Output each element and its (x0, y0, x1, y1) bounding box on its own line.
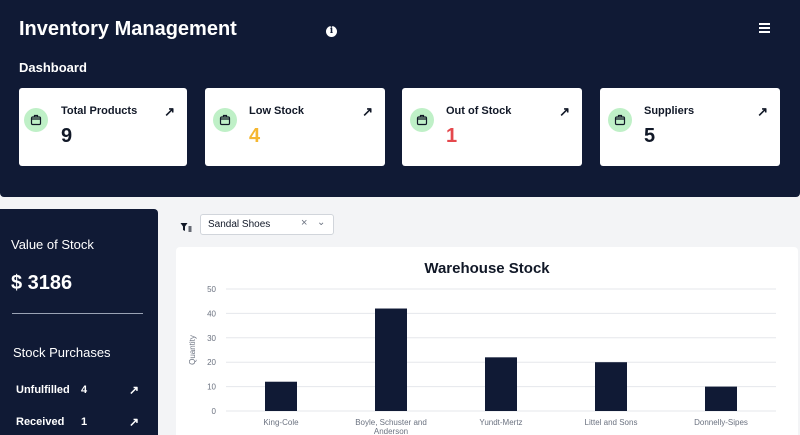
card-label: Out of Stock (446, 105, 512, 117)
y-tick-label: 50 (207, 285, 216, 294)
box-icon (410, 108, 434, 132)
filter-icon[interactable] (180, 220, 192, 232)
card-value: 5 (644, 125, 656, 147)
section-title: Dashboard (19, 60, 87, 75)
divider (12, 313, 143, 314)
value-of-stock-value: $ 3186 (11, 272, 73, 294)
row-label: Received (16, 416, 65, 428)
bar (265, 381, 297, 411)
bar (595, 362, 627, 411)
arrow-up-right-icon[interactable]: ↗ (129, 415, 140, 429)
card-low-stock[interactable]: Low Stock 4 ↗ (205, 88, 385, 166)
app-title: Inventory Management (19, 18, 237, 40)
menu-icon[interactable] (759, 23, 770, 33)
card-total-products[interactable]: Total Products 9 ↗ (19, 88, 187, 166)
box-icon (608, 108, 632, 132)
card-suppliers[interactable]: Suppliers 5 ↗ (600, 88, 780, 166)
box-icon (24, 108, 48, 132)
bar (705, 386, 737, 411)
select-value: Sandal Shoes (208, 219, 271, 230)
purchase-row-received[interactable]: Received 1 ↗ (16, 415, 146, 429)
bar-chart: 0 10 20 30 40 50 Quantity King-Cole Boyle, Schus… (188, 285, 776, 435)
arrow-up-right-icon[interactable]: ↗ (164, 104, 175, 119)
chart-title: Warehouse Stock (424, 260, 550, 277)
chevron-down-icon[interactable]: ⌄ (317, 217, 326, 228)
warehouse-filter-select[interactable]: Sandal Shoes × ⌄ (200, 214, 334, 235)
arrow-up-right-icon[interactable]: ↗ (757, 104, 768, 119)
info-icon[interactable]: i (326, 26, 337, 37)
y-tick-label: 40 (207, 309, 216, 318)
x-tick-label: Yundt-Mertz (479, 418, 522, 427)
y-axis-label: Quantity (188, 335, 197, 365)
bar (375, 308, 407, 411)
arrow-up-right-icon[interactable]: ↗ (362, 104, 373, 119)
row-count: 1 (81, 416, 88, 428)
y-tick-label: 10 (207, 383, 216, 392)
row-label: Unfulfilled (16, 384, 70, 396)
card-value: 9 (61, 125, 73, 147)
clear-icon[interactable]: × (301, 217, 308, 229)
card-value: 4 (249, 125, 261, 147)
stock-purchases-label: Stock Purchases (13, 345, 111, 360)
header: Inventory Management i Dashboard Total P… (0, 0, 800, 197)
y-tick-label: 0 (212, 407, 217, 416)
bar (485, 357, 517, 411)
purchase-row-unfulfilled[interactable]: Unfulfilled 4 ↗ (16, 383, 146, 397)
value-of-stock-label: Value of Stock (11, 237, 94, 252)
arrow-up-right-icon[interactable]: ↗ (129, 383, 140, 397)
card-label: Low Stock (249, 105, 305, 117)
card-out-of-stock[interactable]: Out of Stock 1 ↗ (402, 88, 582, 166)
x-tick-label: Littel and Sons (585, 418, 638, 427)
x-tick-label: King-Cole (263, 418, 299, 427)
y-tick-label: 30 (207, 334, 216, 343)
warehouse-stock-chart: Warehouse Stock 0 10 20 30 40 50 Quantity King-… (176, 247, 798, 435)
x-tick-label: Boyle, Schuster and (355, 418, 427, 427)
stock-sidebar: Value of Stock $ 3186 Stock Purchases Un… (0, 209, 158, 435)
card-label: Suppliers (644, 105, 695, 117)
box-icon (213, 108, 237, 132)
x-tick-label: Donnelly-Sipes (694, 418, 748, 427)
card-label: Total Products (61, 105, 138, 117)
arrow-up-right-icon[interactable]: ↗ (559, 104, 570, 119)
card-value: 1 (446, 125, 458, 147)
row-count: 4 (81, 384, 88, 396)
y-tick-label: 20 (207, 358, 216, 367)
x-tick-label: Anderson (374, 427, 408, 435)
